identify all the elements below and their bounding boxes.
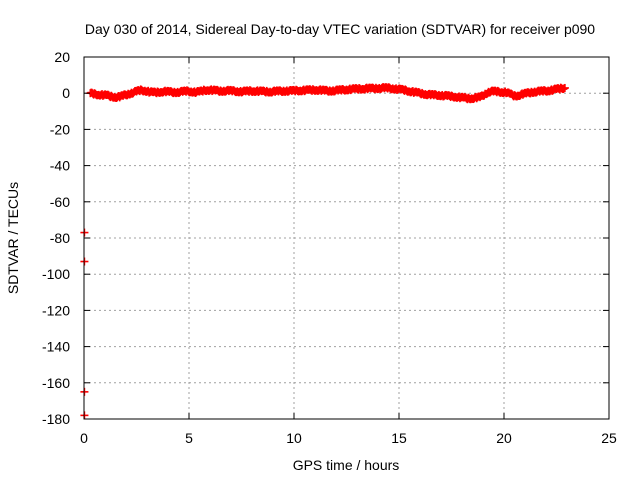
x-tick-label: 5 bbox=[185, 430, 193, 446]
x-tick-label: 25 bbox=[601, 430, 617, 446]
y-axis-label: SDTVAR / TECUs bbox=[5, 182, 21, 294]
y-tick-label: -100 bbox=[42, 266, 70, 282]
x-tick-label: 20 bbox=[496, 430, 512, 446]
data-point bbox=[560, 83, 569, 92]
x-tick-label: 0 bbox=[80, 430, 88, 446]
y-tick-label: -40 bbox=[50, 158, 70, 174]
x-tick-labels: 0 5 10 15 20 25 bbox=[80, 430, 617, 446]
x-axis-label: GPS time / hours bbox=[293, 457, 400, 473]
y-tick-labels: 20 0 -20 -40 -60 -80 -100 -120 -140 -160 -180 bbox=[42, 49, 70, 427]
y-tick-label: -180 bbox=[42, 411, 70, 427]
grid-lines bbox=[84, 57, 609, 419]
y-tick-label: -160 bbox=[42, 375, 70, 391]
axis-ticks bbox=[83, 56, 610, 420]
x-tick-label: 15 bbox=[391, 430, 407, 446]
y-tick-label: -20 bbox=[50, 121, 70, 137]
chart-title: Day 030 of 2014, Sidereal Day-to-day VTE… bbox=[85, 21, 595, 37]
y-tick-label: -120 bbox=[42, 302, 70, 318]
y-tick-label: -60 bbox=[50, 194, 70, 210]
y-tick-label: 0 bbox=[62, 85, 70, 101]
x-tick-label: 10 bbox=[286, 430, 302, 446]
data-points bbox=[80, 83, 569, 420]
y-tick-label: -80 bbox=[50, 230, 70, 246]
y-tick-label: -140 bbox=[42, 339, 70, 355]
y-tick-label: 20 bbox=[54, 49, 70, 65]
